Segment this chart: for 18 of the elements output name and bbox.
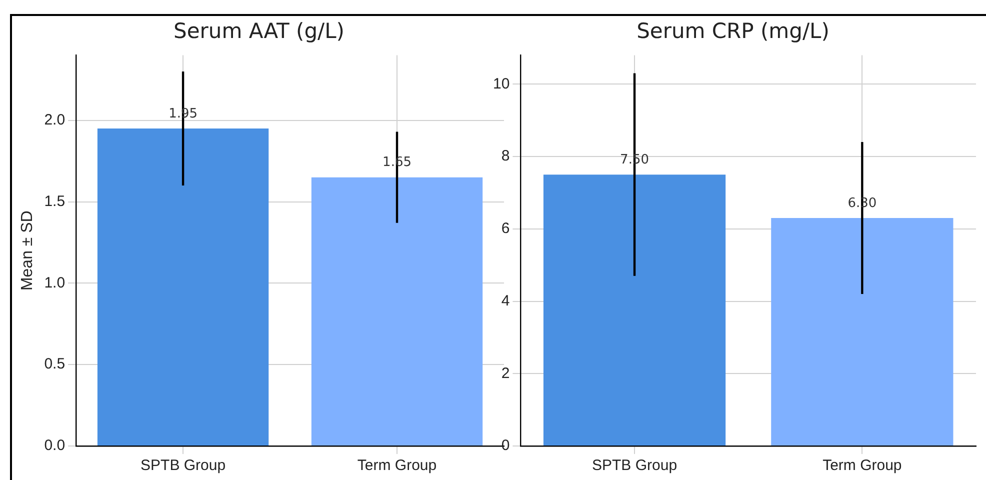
y-tick-label: 2.0 (44, 111, 66, 128)
x-tick-label: SPTB Group (592, 457, 678, 474)
y-tick-label: 0.0 (44, 437, 66, 454)
x-tick-label: Term Group (357, 457, 437, 474)
chart-title: Serum CRP (mg/L) (636, 19, 830, 44)
y-axis-title: Mean ± SD (19, 210, 36, 291)
y-tick-label: 1.0 (44, 274, 66, 292)
y-tick-label: 0.5 (44, 356, 66, 373)
x-tick-label: Term Group (822, 457, 902, 474)
y-tick-label: 4 (501, 292, 510, 310)
y-tick-label: 10 (492, 75, 510, 92)
y-tick-label: 2 (501, 364, 510, 382)
y-tick-label: 1.5 (44, 192, 66, 210)
chart-title: Serum AAT (g/L) (173, 19, 345, 44)
y-tick-label: 6 (501, 220, 510, 238)
y-tick-label: 8 (501, 148, 510, 165)
y-tick-label: 0 (501, 437, 510, 454)
x-tick-label: SPTB Group (140, 457, 226, 474)
